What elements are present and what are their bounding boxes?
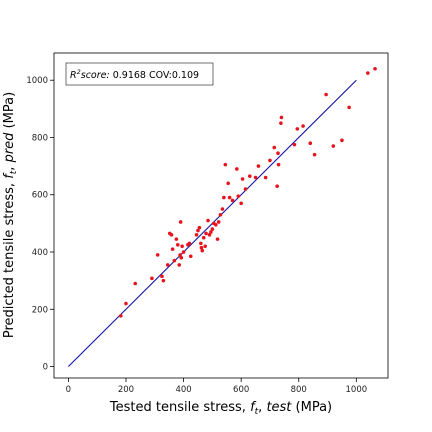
data-point <box>241 177 245 181</box>
data-point <box>199 242 203 246</box>
x-tick-label: 0 <box>66 385 71 395</box>
data-point <box>179 256 183 260</box>
data-point <box>217 220 221 224</box>
r2-suffix: score: <box>81 70 110 81</box>
data-point <box>173 259 177 263</box>
x-title-italic: test <box>266 400 292 415</box>
data-point <box>331 144 335 148</box>
data-point <box>264 176 268 180</box>
y-tick-label: 0 <box>43 363 48 373</box>
y-tick-label: 800 <box>32 133 48 143</box>
data-point <box>119 314 123 318</box>
data-point <box>177 263 181 267</box>
data-point <box>200 249 204 253</box>
y-tick-label: 400 <box>32 248 48 258</box>
data-point <box>206 219 210 223</box>
data-point <box>203 244 207 248</box>
plot-area: 0 200 400 600 800 1000 0 200 400 600 800 1000 <box>26 53 388 395</box>
data-point <box>366 71 370 75</box>
y-tick-label: 200 <box>32 305 48 315</box>
data-point <box>313 153 317 157</box>
data-point <box>176 243 180 247</box>
y-axis-title: Predicted tensile stress, ft, pred (MPa) <box>2 92 19 338</box>
data-point <box>239 202 243 206</box>
data-point <box>189 255 193 259</box>
data-point <box>216 237 220 241</box>
data-point <box>280 116 284 120</box>
data-point <box>244 187 248 191</box>
annotation-values: 0.9168 COV:0.109 <box>110 70 199 81</box>
data-point <box>219 213 223 217</box>
data-point <box>133 282 137 286</box>
data-point <box>347 106 351 110</box>
data-point <box>277 163 281 167</box>
annotation-text: R2score: 0.9168 COV:0.109 <box>70 68 199 81</box>
data-point <box>272 146 276 150</box>
score-annotation: R2score: 0.9168 COV:0.109 <box>66 63 213 85</box>
y-tick-label: 600 <box>32 191 48 201</box>
data-point <box>198 226 202 230</box>
data-point <box>195 233 199 237</box>
data-point <box>293 143 297 147</box>
x-title-comma: , <box>258 400 266 415</box>
data-point <box>171 247 175 251</box>
data-point <box>308 141 312 145</box>
data-point <box>373 67 377 71</box>
data-point <box>160 275 164 279</box>
data-point <box>257 164 261 168</box>
data-point <box>275 184 279 188</box>
data-point <box>166 263 170 267</box>
x-tick-label: 400 <box>175 385 191 395</box>
x-tick-label: 600 <box>233 385 249 395</box>
data-point <box>276 151 280 155</box>
data-point <box>124 302 128 306</box>
data-point <box>214 223 218 227</box>
data-point <box>236 194 240 198</box>
data-point <box>254 176 258 180</box>
data-point <box>182 250 186 254</box>
x-axis-title: Tested tensile stress, ft, test (MPa) <box>109 400 332 417</box>
x-title-prefix: Tested tensile stress, <box>109 400 250 415</box>
data-point <box>296 127 300 131</box>
data-point <box>268 159 272 163</box>
data-point <box>228 196 232 200</box>
data-point <box>204 232 208 236</box>
data-point <box>180 244 184 248</box>
x-tick-label: 200 <box>118 385 134 395</box>
data-point <box>162 279 166 283</box>
data-point <box>150 277 154 281</box>
data-point <box>301 124 305 128</box>
data-point <box>179 220 183 224</box>
y-title-prefix: Predicted tensile stress, <box>2 179 17 338</box>
y-title-comma: , <box>2 162 17 170</box>
data-point <box>231 199 235 203</box>
data-point <box>340 139 344 143</box>
x-title-unit: (MPa) <box>291 400 332 415</box>
data-point <box>211 227 215 231</box>
data-point <box>221 207 225 211</box>
data-point <box>279 121 283 125</box>
data-point <box>226 181 230 185</box>
data-point <box>235 167 239 171</box>
y-title-italic: pred <box>2 132 17 164</box>
y-title-unit: (MPa) <box>2 92 17 133</box>
data-point <box>156 253 160 257</box>
r2-label: R <box>70 70 77 81</box>
data-point <box>224 163 228 167</box>
data-point <box>222 196 226 200</box>
x-tick-label: 1000 <box>346 385 368 395</box>
data-point <box>175 237 179 241</box>
y-tick-label: 1000 <box>26 76 48 86</box>
data-point <box>324 93 328 97</box>
data-point <box>248 174 252 178</box>
data-point <box>202 236 206 240</box>
data-point <box>188 242 192 246</box>
x-tick-label: 800 <box>291 385 307 395</box>
data-point <box>170 233 174 237</box>
